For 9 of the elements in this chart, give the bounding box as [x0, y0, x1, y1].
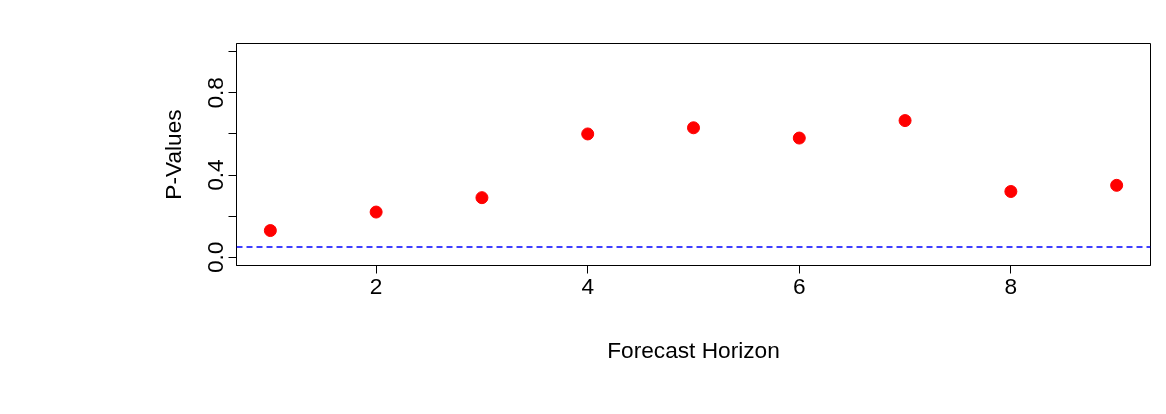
x-tick-label: 6 — [792, 272, 806, 299]
y-axis-title: P-Values — [159, 109, 186, 200]
y-tick-label: 0.8 — [202, 77, 229, 109]
x-axis-title: Forecast Horizon — [607, 336, 780, 363]
x-tick-label: 2 — [369, 272, 383, 299]
x-tick-label: 4 — [581, 272, 595, 299]
y-tick-label: 0.0 — [202, 241, 229, 274]
x-tick-label: 8 — [1004, 272, 1018, 299]
y-tick-label: 0.4 — [202, 159, 229, 191]
